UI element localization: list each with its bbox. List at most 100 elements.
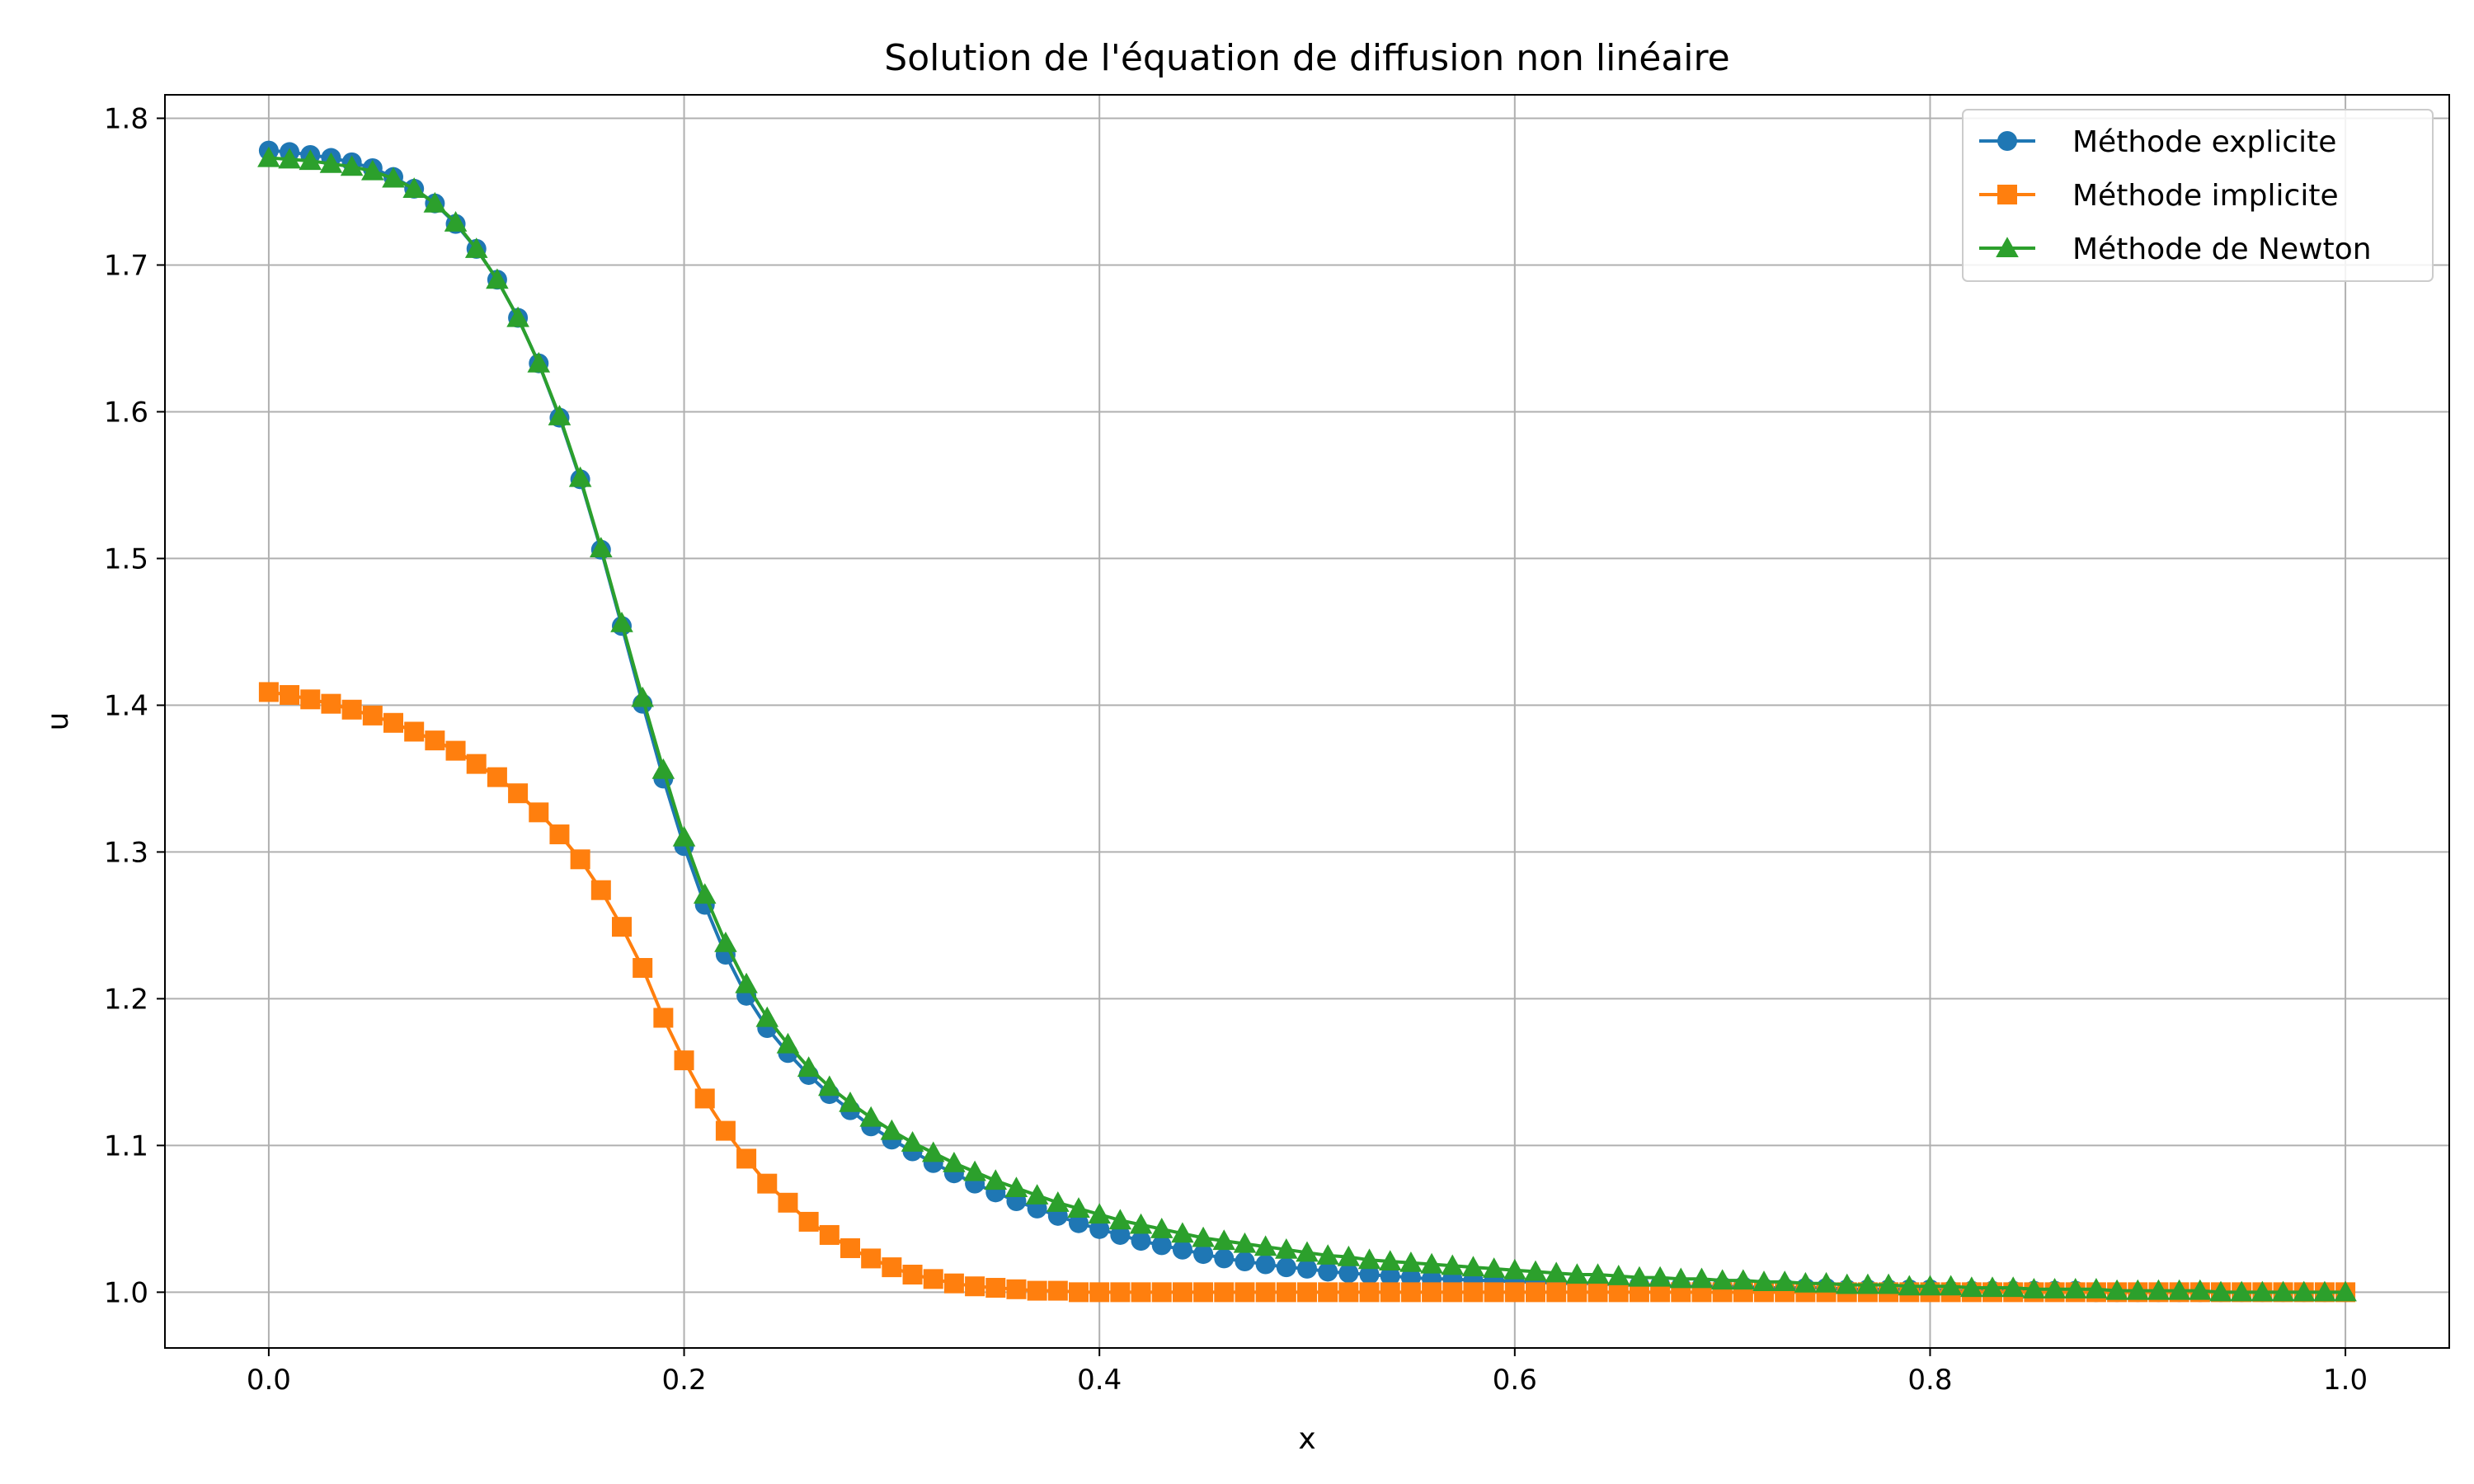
y-tick-label: 1.2 [104,983,148,1016]
data-point [693,883,717,904]
data-point [880,1119,904,1140]
data-point [1006,1279,1027,1299]
legend-marker [1997,131,2017,151]
data-point [1484,1282,1504,1303]
data-point [610,611,633,632]
y-tick-label: 1.5 [104,542,148,575]
data-point [340,155,364,176]
data-point [1856,1273,1879,1294]
data-point [1151,1282,1172,1303]
data-point [1253,1235,1277,1256]
data-point [1296,1241,1319,1262]
data-point [570,849,590,870]
data-point [1069,1213,1089,1233]
data-point [2292,1280,2316,1302]
data-point [1214,1282,1235,1303]
data-point [1192,1226,1215,1247]
data-point [2085,1278,2108,1298]
x-axis-label: x [1298,1422,1315,1456]
data-point [1441,1254,1465,1275]
data-point [341,699,362,720]
plot-frame [164,94,2450,1349]
data-point [965,1276,985,1297]
data-point [1255,1254,1276,1275]
data-point [319,152,343,173]
data-point [590,537,613,558]
data-point [464,237,488,258]
data-point [300,689,321,710]
data-point [1337,1245,1361,1266]
data-point [1088,1203,1111,1224]
data-point [984,1169,1008,1190]
data-point [2043,1278,2067,1298]
data-point [1898,1275,1921,1296]
legend: Méthode explicite Méthode implicite Méthod… [1962,109,2434,282]
data-point [1297,1258,1317,1279]
series-layer [257,140,2357,1303]
data-point [1545,1261,1568,1283]
legend-marker [1996,237,2019,258]
data-point [1276,1257,1296,1278]
data-point [2022,1278,2046,1298]
data-point [612,917,632,937]
data-point [1047,1190,1070,1212]
data-point [361,159,384,181]
y-tick-label: 1.6 [104,396,148,429]
legend-label: Méthode implicite [2072,179,2339,213]
x-axis: 0.0 0.2 0.4 0.6 0.8 1.0 [247,1348,2368,1397]
legend-marker [1997,185,2017,204]
data-point [1110,1282,1131,1303]
data-point [861,1248,882,1269]
data-point [278,148,301,169]
data-point [1669,1267,1693,1289]
legend-item: Méthode de Newton [1979,232,2372,266]
chart-title: Solution de l'équation de diffusion non … [884,37,1729,79]
data-point [1587,1282,1608,1303]
data-point [1378,1250,1402,1271]
data-point [1442,1282,1463,1303]
data-point [1089,1219,1110,1239]
data-point [423,191,447,213]
data-point [2334,1280,2357,1302]
data-point [776,1032,800,1054]
data-point [2063,1278,2087,1298]
data-point [1422,1282,1442,1303]
data-point [2147,1279,2171,1300]
data-point [735,972,758,993]
data-point [1212,1229,1236,1251]
data-point [1380,1266,1400,1286]
data-point [1773,1270,1796,1291]
data-point [651,758,675,779]
data-point [1463,1282,1484,1303]
data-point [1172,1239,1192,1260]
y-tick-label: 1.4 [104,689,148,722]
data-point [1067,1197,1090,1218]
data-point [778,1192,798,1213]
data-point [1131,1231,1151,1252]
y-tick-label: 1.1 [104,1129,148,1162]
data-point [859,1106,882,1127]
data-point [402,177,426,198]
data-point [1235,1251,1255,1271]
data-point [1503,1258,1526,1280]
data-point [631,686,654,707]
data-point [2271,1280,2295,1302]
data-point [1794,1271,1818,1293]
x-tick-label: 0.6 [1493,1364,1537,1397]
data-point [1171,1222,1194,1243]
data-point [694,1088,715,1109]
data-point [362,705,383,726]
data-point [1047,1280,1068,1301]
x-tick-label: 0.2 [662,1364,707,1397]
data-point [1380,1282,1400,1303]
data-point [1357,1248,1381,1270]
data-point [568,466,592,487]
data-point [1089,1282,1110,1303]
data-point [736,1148,757,1169]
data-point [1193,1282,1214,1303]
data-point [943,1273,964,1294]
x-tick-label: 0.8 [1907,1364,1952,1397]
data-point [1400,1282,1421,1303]
y-axis: 1.0 1.1 1.2 1.3 1.4 1.5 1.6 1.7 1.8 [104,102,165,1309]
data-point [1586,1263,1610,1284]
